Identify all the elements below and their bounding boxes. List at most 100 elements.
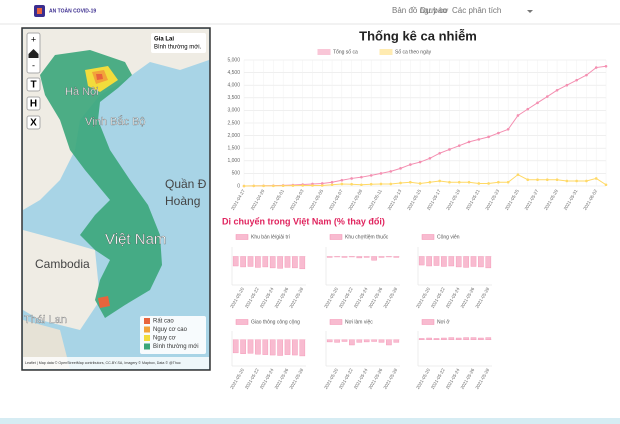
bar <box>393 256 400 258</box>
data-point <box>467 140 471 144</box>
nav-link[interactable]: Các phân tích <box>452 6 501 15</box>
x-tick-label: 2021-05-27 <box>524 188 540 211</box>
map-label: Hà Nội <box>65 86 99 98</box>
navbar <box>0 0 620 24</box>
x-tick-label: 2021-05-20 <box>323 286 339 309</box>
data-point <box>526 107 530 111</box>
series-line <box>243 65 607 187</box>
bar <box>418 338 425 340</box>
x-tick-label: 2021-05-20 <box>229 367 245 390</box>
bar <box>393 339 400 343</box>
bar <box>299 339 306 357</box>
x-tick-label: 2021-05-22 <box>338 367 354 390</box>
bar <box>418 256 425 266</box>
y-tick-label: 4,500 <box>227 70 240 76</box>
risk-area-very-high <box>98 296 110 308</box>
nav-link[interactable]: Bản đồ nguy cơ <box>392 6 449 15</box>
data-point <box>320 184 324 187</box>
bar <box>470 337 477 340</box>
data-point <box>487 182 490 185</box>
dropdown-caret[interactable] <box>527 10 533 13</box>
data-point <box>399 167 402 170</box>
map-legend <box>140 316 206 354</box>
y-tick-label: 5,000 <box>227 57 240 63</box>
chart-title: Thống kê ca nhiễm <box>359 28 477 43</box>
x-tick-label: 2021-05-21 <box>465 188 481 211</box>
bar <box>426 337 432 340</box>
y-tick-label: 2,500 <box>227 120 240 126</box>
legend-swatch <box>144 318 150 324</box>
bar <box>485 337 492 340</box>
y-tick-label: 2,000 <box>227 133 240 139</box>
data-point <box>428 180 432 184</box>
data-point <box>545 178 549 181</box>
bar <box>232 256 239 267</box>
x-tick-label: 2021-05-24 <box>445 286 461 309</box>
data-point <box>585 73 588 77</box>
bar <box>426 256 432 267</box>
x-tick-label: 2021-05-24 <box>353 286 369 309</box>
layer-button-box <box>26 115 41 130</box>
data-point <box>604 65 608 68</box>
zoom-in[interactable]: + <box>31 34 36 44</box>
x-tick-label: 2021-05-28 <box>474 286 490 309</box>
brand[interactable]: AN TOÀN COVID-19 <box>49 7 96 14</box>
legend-label: Nơi làm việc <box>345 319 373 325</box>
zoom-out[interactable]: - <box>32 60 35 70</box>
data-point <box>506 128 510 131</box>
layer-button[interactable]: H <box>30 99 37 110</box>
bar <box>448 256 455 267</box>
bar <box>277 256 283 269</box>
data-point <box>330 183 334 187</box>
data-point <box>467 180 471 184</box>
map-label: Vịnh Bắc Bộ <box>85 115 146 128</box>
bar <box>448 337 455 340</box>
bar <box>433 256 440 266</box>
bar <box>232 339 239 354</box>
x-tick-label: 2021-05-28 <box>382 286 398 309</box>
data-point <box>594 177 598 180</box>
data-point <box>242 184 246 188</box>
data-point <box>575 78 578 82</box>
map-label: Quần Đ <box>165 177 207 191</box>
x-tick-label: 2021-05-26 <box>460 367 476 390</box>
map-label: Hoàng <box>165 194 200 208</box>
x-tick-label: 2021-05-26 <box>368 367 384 390</box>
layer-button[interactable]: X <box>30 118 37 129</box>
data-point <box>477 138 481 141</box>
bar <box>485 256 492 269</box>
nav-link[interactable]: Dự báo <box>420 6 447 15</box>
x-tick-label: 2021-05-22 <box>244 286 260 309</box>
bar <box>240 256 246 268</box>
bar <box>247 256 254 267</box>
data-point <box>555 88 559 92</box>
land-thailand <box>23 320 70 369</box>
x-tick-label: 2021-06-02 <box>582 188 598 211</box>
legend-swatch <box>317 49 331 55</box>
data-point <box>555 178 559 181</box>
data-point <box>418 182 422 185</box>
data-point <box>379 182 383 186</box>
data-point <box>457 144 461 147</box>
x-tick-label: 2021-05-26 <box>274 367 290 390</box>
layer-button-box <box>26 96 41 111</box>
legend-swatch <box>421 234 435 240</box>
brand-logo-inner <box>37 8 42 14</box>
data-point <box>497 180 500 184</box>
bar <box>326 256 333 258</box>
x-tick-label: 2021-05-24 <box>445 367 461 390</box>
layer-button[interactable]: T <box>30 80 36 91</box>
data-point <box>438 179 441 183</box>
bar <box>356 256 363 259</box>
data-point <box>311 184 314 187</box>
legend-swatch <box>329 319 343 325</box>
bar <box>284 339 291 355</box>
data-point <box>262 184 265 188</box>
data-point <box>389 182 393 186</box>
map[interactable]: Hà Nội Vịnh Bắc Bộ Quần Đ Hoàng Việt Nam… <box>21 27 211 371</box>
home-button[interactable] <box>28 49 39 58</box>
data-point <box>565 179 569 183</box>
legend-swatch <box>421 319 435 325</box>
